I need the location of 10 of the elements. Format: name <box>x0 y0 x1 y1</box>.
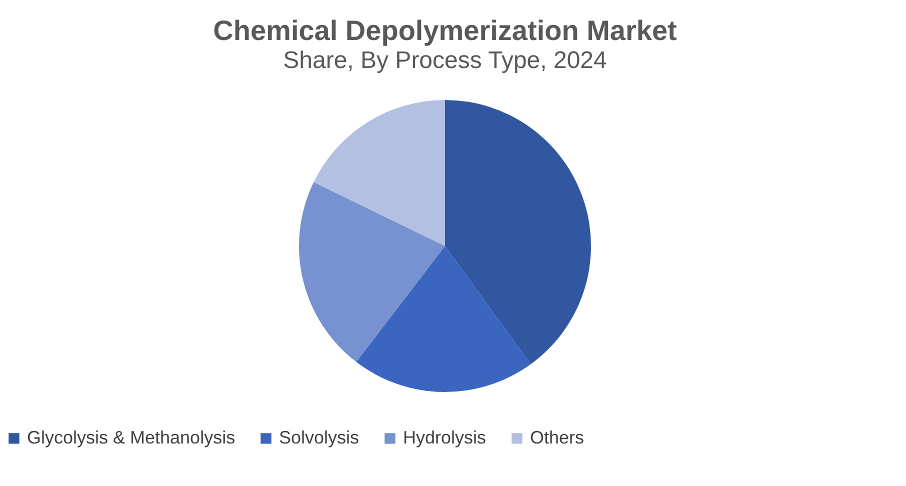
pie-slice <box>314 100 445 246</box>
pie-slice <box>445 100 591 364</box>
legend-label: Glycolysis & Methanolysis <box>27 427 236 448</box>
pie-slice <box>299 182 445 362</box>
legend-label: Hydrolysis <box>403 427 486 448</box>
pie-slice <box>356 246 531 392</box>
chart-title: Chemical Depolymerization Market <box>213 15 677 46</box>
chart-subtitle: Share, By Process Type, 2024 <box>283 47 607 74</box>
legend-label: Solvolysis <box>279 427 360 448</box>
legend-label: Others <box>530 427 584 448</box>
